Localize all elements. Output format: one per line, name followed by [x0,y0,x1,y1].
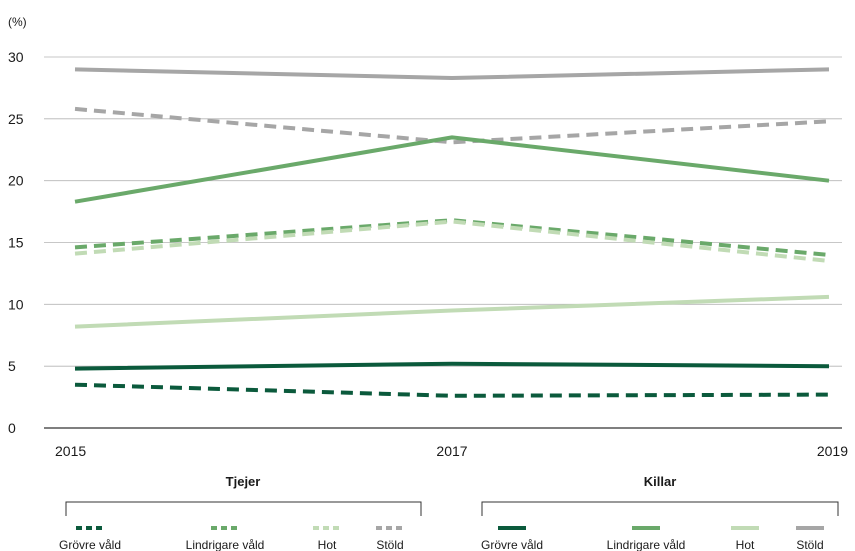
series-line-killar-lindrigare-vald [74,135,830,204]
legend-group-title: Tjejer [226,474,261,489]
legend: Tjejer Grövre våld Lindrigare våld Hot Stöld… [59,474,839,551]
x-tick-label: 2019 [817,443,848,459]
x-tick-label: 2017 [436,443,467,459]
x-axis-ticks: 2015 2017 2019 [55,443,848,459]
legend-group-bracket [65,501,422,516]
y-tick-label: 20 [8,173,24,189]
y-tick-label: 25 [8,111,24,127]
series-line-tjejer-grovre-vald [74,382,830,398]
y-tick-label: 10 [8,296,24,312]
y-tick-label: 0 [8,420,16,436]
legend-label: Lindrigare våld [186,538,265,551]
y-unit-label: (%) [8,15,27,29]
series-lines [74,67,830,398]
series-line-tjejer-stold [74,106,830,145]
y-tick-label: 5 [8,358,16,374]
series-line-killar-stold [74,67,830,80]
legend-label: Stöld [376,538,403,551]
series-line-tjejer-lindrigare-vald [74,218,830,257]
series-line-killar-hot [74,294,830,329]
legend-label: Hot [318,538,337,551]
legend-label: Grövre våld [481,538,543,551]
y-tick-label: 15 [8,235,24,251]
y-tick-label: 30 [8,49,24,65]
series-line-killar-grovre-vald [74,361,830,371]
y-axis-ticks: 0 5 10 15 20 25 30 [8,49,24,436]
legend-group-bracket [481,501,839,516]
legend-label: Lindrigare våld [607,538,686,551]
legend-label: Grövre våld [59,538,121,551]
gridlines [44,56,842,429]
legend-group-title: Killar [644,474,677,489]
legend-label: Stöld [796,538,823,551]
series-line-tjejer-hot [74,219,830,263]
legend-label: Hot [736,538,755,551]
x-tick-label: 2015 [55,443,86,459]
